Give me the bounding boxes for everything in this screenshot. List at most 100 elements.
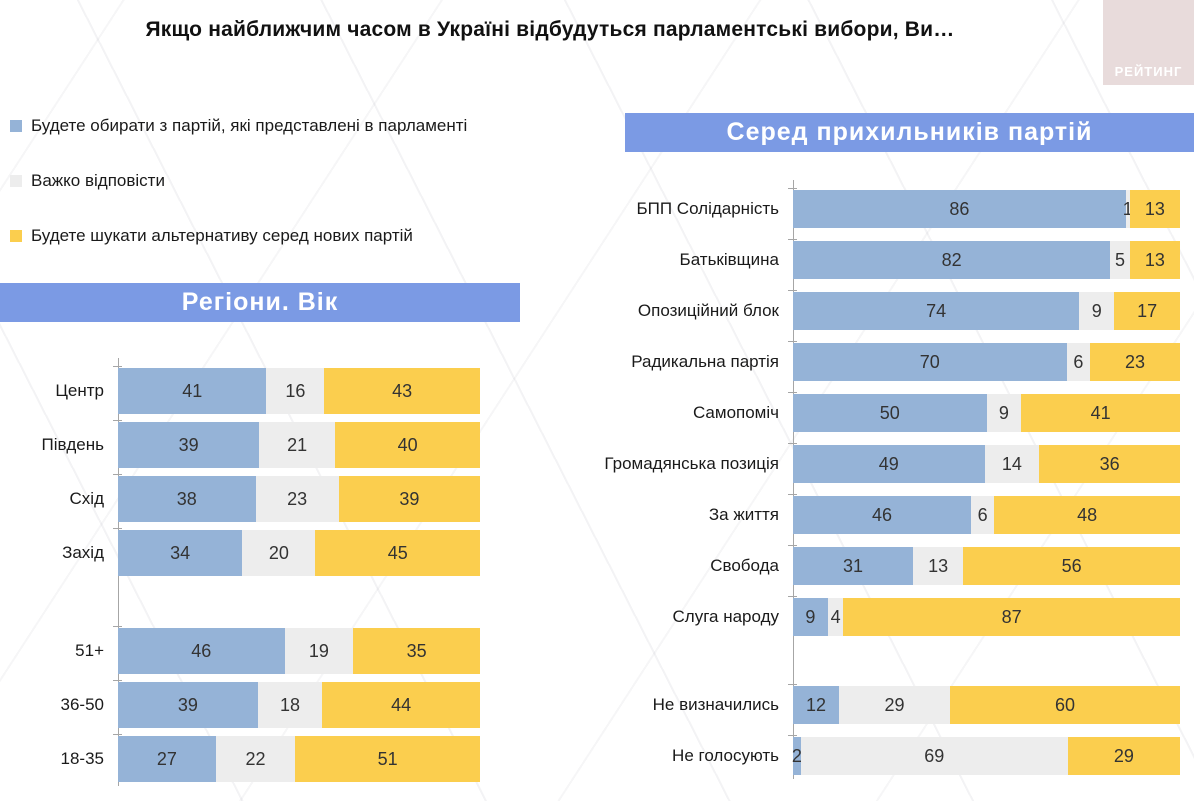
- value-label: 70: [919, 351, 940, 372]
- segment-parliament-parties: 39: [118, 682, 258, 728]
- segment-hard-to-answer: 9: [1079, 292, 1115, 330]
- segment-new-parties: 44: [322, 682, 480, 728]
- segment-new-parties: 56: [963, 547, 1180, 585]
- category-label: За життя: [708, 505, 779, 524]
- category-label: Не голосують: [672, 746, 779, 765]
- segment-hard-to-answer: 6: [1066, 343, 1091, 381]
- category-label: Радикальна партія: [631, 352, 779, 371]
- rating-logo-text: РЕЙТИНГ: [1114, 64, 1183, 79]
- non-voter-rows: Не визначились 12 29 60 Не голосують 2 6…: [603, 684, 1181, 775]
- stacked-bar: 86 1 13: [788, 188, 1180, 228]
- stacked-bar: 12 29 60: [788, 684, 1181, 724]
- value-label: 9: [998, 402, 1009, 423]
- value-label: 19: [308, 640, 329, 661]
- value-label: 13: [1144, 198, 1165, 219]
- segment-parliament-parties: 82: [793, 241, 1111, 279]
- bar-row: Південь 39 21 40: [0, 420, 480, 468]
- value-label: 41: [182, 380, 203, 401]
- segment-new-parties: 39: [338, 476, 481, 522]
- slide-title: Якщо найближчим часом в Україні відбудут…: [145, 18, 955, 41]
- segment-hard-to-answer: 21: [259, 422, 336, 468]
- legend-swatch-parliament-parties-icon: [10, 120, 22, 132]
- segment-new-parties: 29: [1067, 737, 1180, 775]
- segment-hard-to-answer: 22: [215, 736, 296, 782]
- category-label: Свобода: [710, 556, 779, 575]
- legend-label: Будете шукати альтернативу серед нових п…: [31, 226, 413, 245]
- section-gap: [603, 636, 1180, 686]
- stacked-bar: 34 20 45: [113, 528, 480, 576]
- legend-swatch-hard-to-answer-icon: [10, 175, 22, 187]
- value-label: 69: [924, 745, 945, 766]
- value-label: 45: [387, 542, 408, 563]
- value-label: 48: [1077, 504, 1098, 525]
- value-label: 9: [1091, 300, 1102, 321]
- legend-swatch-new-parties-icon: [10, 230, 22, 242]
- bar-row: Самопоміч 50 9 41: [603, 392, 1180, 432]
- bar-row: Центр 41 16 43: [0, 366, 480, 414]
- regions-age-chart: Центр 41 16 43 Південь 39 21 40: [0, 358, 481, 786]
- bar-row: 36-50 39 18 44: [0, 680, 480, 728]
- value-label: 22: [245, 748, 266, 769]
- segment-hard-to-answer: 19: [284, 628, 354, 674]
- segment-hard-to-answer: 1: [1123, 190, 1133, 228]
- segment-parliament-parties: 50: [793, 394, 987, 432]
- segment-hard-to-answer: 16: [266, 368, 325, 414]
- bar-row: Не голосують 2 69 29: [603, 735, 1180, 775]
- legend-label: Важко відповісти: [31, 171, 165, 190]
- bar-row: Слуга народу 9 4 87: [603, 596, 1180, 636]
- category-label: Схід: [69, 489, 104, 508]
- value-label: 74: [926, 300, 947, 321]
- value-label: 44: [391, 694, 412, 715]
- stacked-bar: 50 9 41: [788, 392, 1180, 432]
- segment-hard-to-answer: 4: [827, 598, 844, 636]
- age-rows: 51+ 46 19 35 36-50 39 18 44: [0, 626, 480, 782]
- party-supporters-banner: Серед прихильників партій: [625, 113, 1194, 152]
- category-label: 51+: [75, 641, 104, 660]
- stacked-bar: 39 21 40: [113, 420, 480, 468]
- value-label: 21: [287, 434, 308, 455]
- legend-item-new-parties: Будете шукати альтернативу серед нових п…: [10, 226, 570, 246]
- value-label: 86: [949, 198, 970, 219]
- value-label: 9: [805, 606, 816, 627]
- segment-parliament-parties: 27: [118, 736, 216, 782]
- segment-new-parties: 23: [1090, 343, 1180, 381]
- value-label: 39: [178, 434, 199, 455]
- value-label: 14: [1001, 453, 1022, 474]
- segment-parliament-parties: 46: [793, 496, 972, 534]
- value-label: 56: [1061, 555, 1082, 576]
- segment-new-parties: 51: [295, 736, 480, 782]
- regions-rows: Центр 41 16 43 Південь 39 21 40: [0, 366, 481, 576]
- value-label: 6: [1073, 351, 1084, 372]
- segment-parliament-parties: 86: [793, 190, 1126, 228]
- stacked-bar: 9 4 87: [788, 596, 1180, 636]
- category-label: 36-50: [60, 695, 104, 714]
- bar-row: За життя 46 6 48: [603, 494, 1180, 534]
- stacked-bar: 39 18 44: [113, 680, 480, 728]
- category-label: Слуга народу: [672, 607, 780, 626]
- value-label: 5: [1115, 249, 1126, 270]
- segment-hard-to-answer: 9: [986, 394, 1022, 432]
- segment-hard-to-answer: 29: [838, 686, 951, 724]
- segment-new-parties: 87: [843, 598, 1180, 636]
- segment-parliament-parties: 9: [793, 598, 828, 636]
- segment-new-parties: 43: [324, 368, 480, 414]
- segment-parliament-parties: 46: [118, 628, 285, 674]
- stacked-bar: 70 6 23: [788, 341, 1180, 381]
- value-label: 6: [977, 504, 988, 525]
- bar-row: Свобода 31 13 56: [603, 545, 1180, 585]
- value-label: 31: [842, 555, 863, 576]
- value-label: 27: [156, 748, 177, 769]
- value-label: 46: [191, 640, 212, 661]
- value-label: 36: [1099, 453, 1120, 474]
- category-label: Громадянська позиція: [604, 454, 779, 473]
- segment-hard-to-answer: 6: [971, 496, 995, 534]
- rating-logo: РЕЙТИНГ: [1103, 0, 1194, 85]
- segment-parliament-parties: 41: [118, 368, 267, 414]
- segment-parliament-parties: 2: [792, 737, 802, 775]
- segment-parliament-parties: 12: [793, 686, 839, 724]
- value-label: 29: [1113, 745, 1134, 766]
- segment-parliament-parties: 74: [793, 292, 1080, 330]
- value-label: 20: [268, 542, 289, 563]
- value-label: 16: [285, 380, 306, 401]
- section-gap: [0, 576, 480, 628]
